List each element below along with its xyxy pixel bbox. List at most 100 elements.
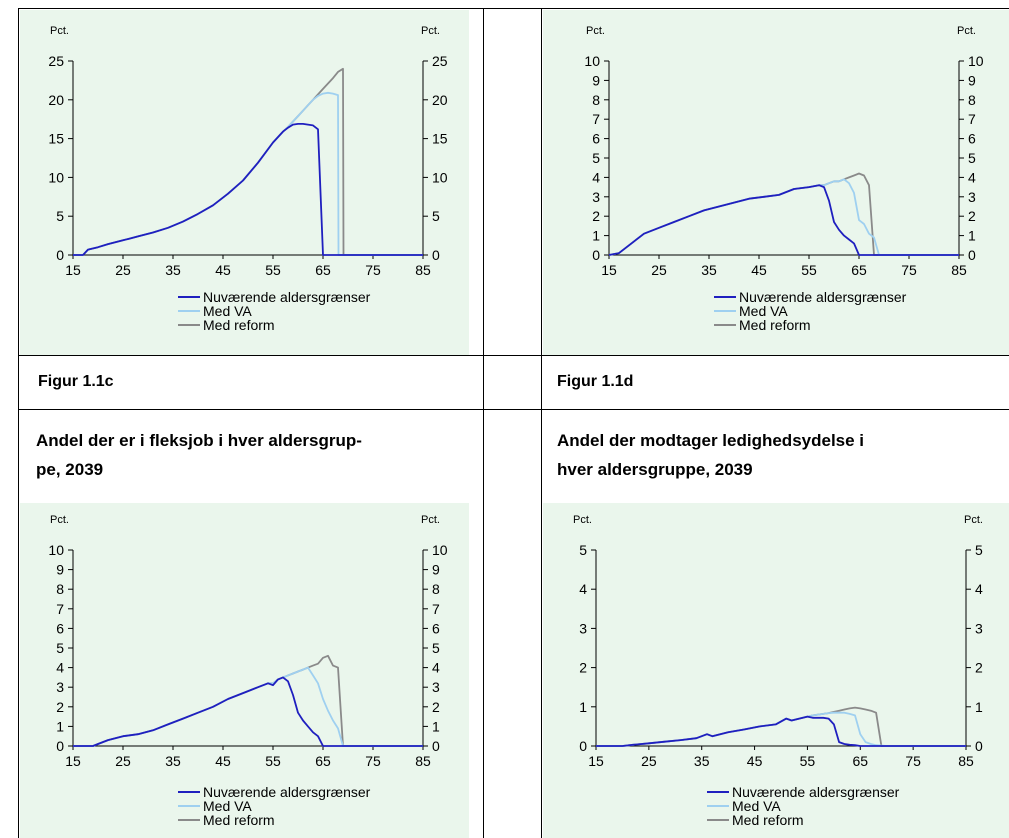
legend-label: Med reform xyxy=(732,812,804,828)
x-tick-label: 25 xyxy=(115,262,131,278)
y-tick-label-right: 3 xyxy=(968,189,976,205)
y-tick-label-left: 0 xyxy=(579,738,587,754)
legend-label: Nuværende aldersgrænser xyxy=(732,784,900,800)
x-tick-label: 35 xyxy=(701,262,717,278)
figure-title-d-line2: hver aldersgruppe, 2039 xyxy=(557,460,753,479)
x-tick-label: 25 xyxy=(651,262,667,278)
y-tick-label-left: 3 xyxy=(579,620,587,636)
y-tick-label-right: 0 xyxy=(975,738,983,754)
y-unit-label-right: Pct. xyxy=(421,514,440,526)
y-tick-label-left: 0 xyxy=(56,247,64,263)
y-tick-label-left: 4 xyxy=(579,581,587,597)
chart-panel-1b: Pct. Pct. 0 0 5 5 10 10 15 15 20 20 25 25 15 25 35 45 55 65… xyxy=(20,10,469,355)
y-unit-label-right: Pct. xyxy=(957,25,976,37)
y-unit-label-left: Pct. xyxy=(50,25,69,37)
x-tick-label: 15 xyxy=(65,753,81,769)
grid-line-left xyxy=(18,8,19,838)
y-tick-label-left: 0 xyxy=(56,738,64,754)
x-tick-label: 85 xyxy=(415,262,431,278)
figure-label-c: Figur 1.1c xyxy=(38,373,114,390)
series-line-current xyxy=(608,184,959,256)
y-tick-label-right: 10 xyxy=(432,542,448,558)
y-tick-label-right: 3 xyxy=(432,679,440,695)
series-line-va xyxy=(596,711,966,747)
y-tick-label-left: 5 xyxy=(579,542,587,558)
y-tick-label-left: 2 xyxy=(56,699,64,715)
grid-line-middle xyxy=(483,8,484,838)
y-tick-label-right: 4 xyxy=(968,169,976,185)
y-tick-label-left: 1 xyxy=(56,718,64,734)
x-tick-label: 55 xyxy=(801,262,817,278)
x-tick-label: 85 xyxy=(958,753,974,769)
legend-label: Med reform xyxy=(203,317,275,333)
figure-title-d: Andel der modtager ledighedsydelse i hve… xyxy=(557,426,997,484)
series-line-reform xyxy=(608,172,959,256)
chart-1d: Pct. Pct.0 01 12 23 34 45 515 25 35 45 55 65 75 85Nuvæ… xyxy=(573,514,983,828)
y-tick-label-left: 1 xyxy=(592,228,600,244)
y-tick-label-right: 5 xyxy=(968,150,976,166)
x-tick-label: 35 xyxy=(694,753,710,769)
series-line-current xyxy=(73,676,423,747)
y-tick-label-right: 10 xyxy=(432,169,448,185)
y-tick-label-right: 20 xyxy=(432,92,448,108)
x-tick-label: 55 xyxy=(265,753,281,769)
y-tick-label-left: 10 xyxy=(584,53,600,69)
x-tick-label: 75 xyxy=(905,753,921,769)
legend-label: Med VA xyxy=(739,303,788,319)
y-tick-label-left: 7 xyxy=(592,111,600,127)
y-tick-label-right: 9 xyxy=(968,72,976,88)
y-tick-label-right: 6 xyxy=(432,620,440,636)
series-line-current xyxy=(596,715,966,747)
y-tick-label-left: 8 xyxy=(592,92,600,108)
figure-title-c-line2: pe, 2039 xyxy=(36,460,104,479)
y-unit-label-left: Pct. xyxy=(586,25,605,37)
y-unit-label-left: Pct. xyxy=(50,514,69,526)
x-tick-label: 65 xyxy=(315,262,331,278)
y-tick-label-right: 0 xyxy=(432,738,440,754)
y-tick-label-right: 7 xyxy=(432,601,440,617)
y-tick-label-right: 4 xyxy=(975,581,983,597)
grid-line-top xyxy=(18,8,1009,9)
y-tick-label-left: 4 xyxy=(592,169,600,185)
y-tick-label-right: 1 xyxy=(975,699,983,715)
y-tick-label-right: 5 xyxy=(432,208,440,224)
x-tick-label: 75 xyxy=(365,753,381,769)
y-tick-label-left: 10 xyxy=(48,542,64,558)
series-line-reform xyxy=(73,67,423,256)
legend-label: Med reform xyxy=(203,812,275,828)
y-tick-label-left: 10 xyxy=(48,169,64,185)
x-tick-label: 15 xyxy=(601,262,617,278)
y-tick-label-right: 0 xyxy=(968,247,976,263)
y-tick-label-right: 8 xyxy=(968,92,976,108)
y-tick-label-right: 0 xyxy=(432,247,440,263)
figure-label-d: Figur 1.1d xyxy=(557,373,634,390)
chart-panel-1d: Pct. Pct. 0 0 1 1 2 2 3 3 4 4 5 5 15 25 35 45 55 65 75 85 Nuvæ… xyxy=(543,503,1009,838)
y-tick-label-right: 4 xyxy=(432,660,440,676)
y-tick-label-right: 10 xyxy=(968,53,984,69)
legend-label: Med VA xyxy=(203,303,252,319)
y-tick-label-left: 3 xyxy=(592,189,600,205)
x-tick-label: 15 xyxy=(588,753,604,769)
series-line-current xyxy=(73,123,423,256)
x-tick-label: 55 xyxy=(800,753,816,769)
y-tick-label-right: 3 xyxy=(975,620,983,636)
y-tick-label-left: 6 xyxy=(56,620,64,636)
grid-line-right xyxy=(541,8,542,838)
figure-title-d-line1: Andel der modtager ledighedsydelse i xyxy=(557,431,865,450)
legend-label: Nuværende aldersgrænser xyxy=(203,784,371,800)
legend-label: Nuværende aldersgrænser xyxy=(739,289,907,305)
y-tick-label-left: 15 xyxy=(48,131,64,147)
y-tick-label-right: 5 xyxy=(975,542,983,558)
y-unit-label-left: Pct. xyxy=(573,514,592,526)
figure-title-c: Andel der er i fleksjob i hver aldersgru… xyxy=(36,426,476,484)
y-tick-label-left: 2 xyxy=(579,660,587,676)
y-tick-label-right: 8 xyxy=(432,581,440,597)
x-tick-label: 35 xyxy=(165,753,181,769)
y-tick-label-right: 1 xyxy=(432,718,440,734)
y-tick-label-left: 5 xyxy=(56,640,64,656)
y-tick-label-left: 2 xyxy=(592,208,600,224)
legend-label: Med VA xyxy=(732,798,781,814)
